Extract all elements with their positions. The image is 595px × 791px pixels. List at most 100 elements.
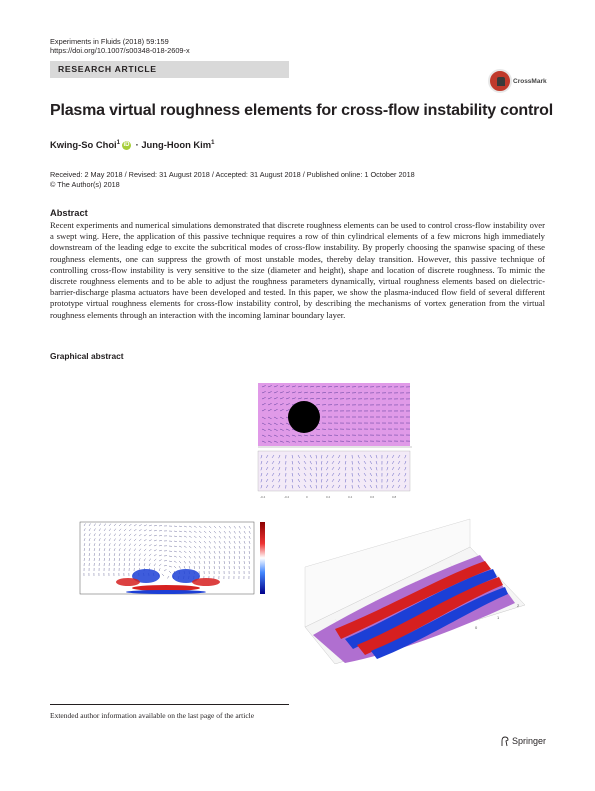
vector-arrow (397, 484, 401, 489)
vector-arrow (273, 403, 278, 406)
affiliation-marker: 1 (211, 139, 215, 146)
doi-link[interactable]: https://doi.org/10.1007/s00348-018-2609-… (50, 46, 190, 55)
vector-arrow (153, 539, 157, 542)
vector-arrow (88, 543, 91, 547)
orcid-icon[interactable]: iD (122, 141, 131, 151)
vector-arrow (153, 534, 157, 537)
vector-arrow (228, 550, 231, 554)
vector-arrow (108, 538, 111, 542)
vector-arrow (228, 545, 231, 549)
vector-arrow (213, 530, 217, 534)
vector-arrow (138, 543, 142, 547)
vector-arrow (173, 550, 177, 553)
vector-arrow (223, 550, 226, 554)
vector-arrow (238, 540, 241, 544)
vector-arrow (375, 478, 378, 483)
vector-arrow (153, 544, 157, 547)
vector-arrow (267, 409, 272, 412)
svg-text:0.6: 0.6 (370, 495, 375, 499)
vector-arrow (193, 555, 196, 559)
vector-arrow (98, 533, 101, 537)
vector-arrow (113, 543, 116, 547)
vector-arrow (331, 460, 335, 465)
vector-arrow (369, 472, 373, 477)
vector-arrow (83, 543, 86, 547)
vector-arrow (315, 478, 317, 483)
vector-arrow (168, 570, 172, 574)
vector-arrow (271, 472, 275, 477)
vector-arrow (93, 538, 96, 542)
vector-arrow (357, 466, 360, 471)
vector-arrow (208, 565, 210, 569)
vector-arrow (279, 428, 284, 431)
vector-arrow (267, 422, 272, 425)
springer-horse-icon (501, 736, 509, 747)
vector-arrow (338, 466, 341, 471)
vector-arrow (198, 565, 200, 569)
vector-arrow (128, 538, 132, 542)
vector-arrow (228, 525, 231, 529)
vector-arrow (260, 466, 263, 471)
vector-arrow (397, 460, 401, 465)
vector-arrow (285, 385, 290, 388)
vector-arrow (173, 545, 177, 547)
vector-arrow (218, 530, 222, 534)
vector-arrow (265, 454, 269, 459)
vector-arrow (83, 538, 86, 542)
vector-arrow (326, 472, 329, 477)
vector-arrow (123, 553, 126, 557)
vector-arrow (285, 403, 290, 406)
vector-arrow (153, 549, 157, 552)
vector-arrow (128, 543, 131, 547)
vector-arrow (178, 550, 182, 553)
vector-arrow (208, 540, 211, 544)
vector-arrow (173, 535, 177, 537)
vector-arrow (363, 454, 367, 459)
vector-arrow (188, 545, 192, 549)
vector-arrow (279, 416, 284, 420)
vector-arrow (297, 385, 302, 388)
vector-arrow (98, 538, 101, 542)
vector-arrow (404, 460, 407, 465)
vector-arrow (267, 416, 272, 420)
author-separator: · (135, 139, 142, 150)
vector-arrow (198, 530, 202, 533)
vector-arrow (315, 466, 317, 471)
vector-arrow (297, 472, 300, 477)
crossmark-badge[interactable]: CrossMark (488, 69, 548, 99)
vector-arrow (303, 440, 308, 443)
vector-arrow (213, 540, 216, 544)
vector-arrow (267, 434, 272, 437)
vector-arrow (297, 391, 302, 394)
vector-arrow (278, 484, 281, 489)
vector-arrow (108, 543, 111, 547)
vector-arrow (243, 550, 246, 554)
vector-arrow (108, 548, 111, 552)
vector-arrow (198, 550, 201, 554)
vector-arrow (261, 422, 266, 425)
vector-arrow (279, 403, 284, 406)
vector-arrow (297, 478, 300, 483)
vector-arrow (93, 523, 96, 527)
copyright-line: © The Author(s) 2018 (50, 179, 120, 189)
vector-arrow (369, 454, 373, 459)
vector-arrow (338, 484, 341, 489)
vector-arrow (193, 550, 197, 554)
vector-arrow (188, 525, 192, 528)
vector-arrow (138, 558, 141, 562)
author-name[interactable]: Jung-Hoon Kim (141, 139, 212, 150)
vector-arrow (233, 540, 236, 544)
vector-arrow (143, 524, 147, 527)
journal-citation: Experiments in Fluids (2018) 59:159 (50, 37, 169, 46)
vector-arrow (267, 385, 272, 388)
vector-arrow (198, 535, 202, 539)
author-name[interactable]: Kwing-So Choi (50, 139, 117, 150)
vector-arrow (267, 397, 272, 400)
vector-arrow (208, 550, 211, 554)
vector-arrow (315, 392, 320, 394)
vector-arrow (173, 530, 177, 532)
vector-arrow (391, 472, 395, 477)
vector-arrow (375, 472, 378, 477)
vector-arrow (303, 391, 308, 394)
vector-arrow (326, 454, 329, 459)
